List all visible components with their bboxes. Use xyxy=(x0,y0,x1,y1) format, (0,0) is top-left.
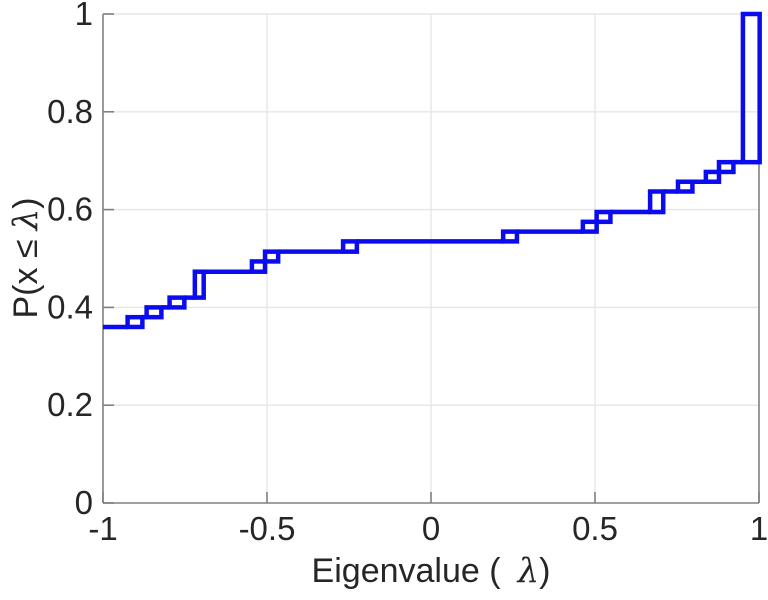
y-tick-label: 0.6 xyxy=(47,191,93,228)
cdf-step-riser xyxy=(647,189,666,215)
x-axis-label-text: Eigenvalue ( xyxy=(311,552,501,590)
cdf-step-riser xyxy=(340,239,360,254)
cdf-step-riser xyxy=(716,159,736,175)
cdf-step-riser xyxy=(144,305,164,320)
x-tick-label: 0 xyxy=(422,510,440,547)
cdf-step-riser xyxy=(500,229,520,244)
cdf-step-riser xyxy=(580,219,599,234)
x-tick-label: -1 xyxy=(88,510,117,547)
y-axis-label-close: ) xyxy=(7,197,45,209)
y-axis-label: P(x ≤ λ) xyxy=(6,98,46,418)
cdf-step-riser xyxy=(594,209,613,225)
x-axis-label: Eigenvalue ( λ) xyxy=(103,551,759,591)
cdf-step-riser xyxy=(262,249,281,264)
y-tick-label: 0 xyxy=(75,484,93,521)
cdf-step-riser xyxy=(703,169,722,184)
x-tick-label: 1 xyxy=(750,510,768,547)
lambda-symbol: λ xyxy=(6,208,46,231)
cdf-step-riser xyxy=(125,314,145,330)
x-tick-label: 0.5 xyxy=(572,510,618,547)
x-axis-label-close: ) xyxy=(539,552,551,590)
cdf-step-riser xyxy=(192,269,206,300)
cdf-step-riser xyxy=(675,179,695,194)
y-axis-label-text: P(x ≤ xyxy=(7,239,45,319)
y-tick-label: 1 xyxy=(75,0,93,32)
cdf-step-riser xyxy=(740,11,762,165)
cdf-step-riser xyxy=(249,259,268,274)
cdf-step-riser xyxy=(167,295,187,310)
cdf-curve xyxy=(103,159,743,330)
y-tick-label: 0.4 xyxy=(47,288,93,325)
y-tick-label: 0.2 xyxy=(47,386,93,423)
lambda-symbol: λ xyxy=(517,551,540,591)
x-tick-label: -0.5 xyxy=(239,510,296,547)
y-tick-label: 0.8 xyxy=(47,93,93,130)
